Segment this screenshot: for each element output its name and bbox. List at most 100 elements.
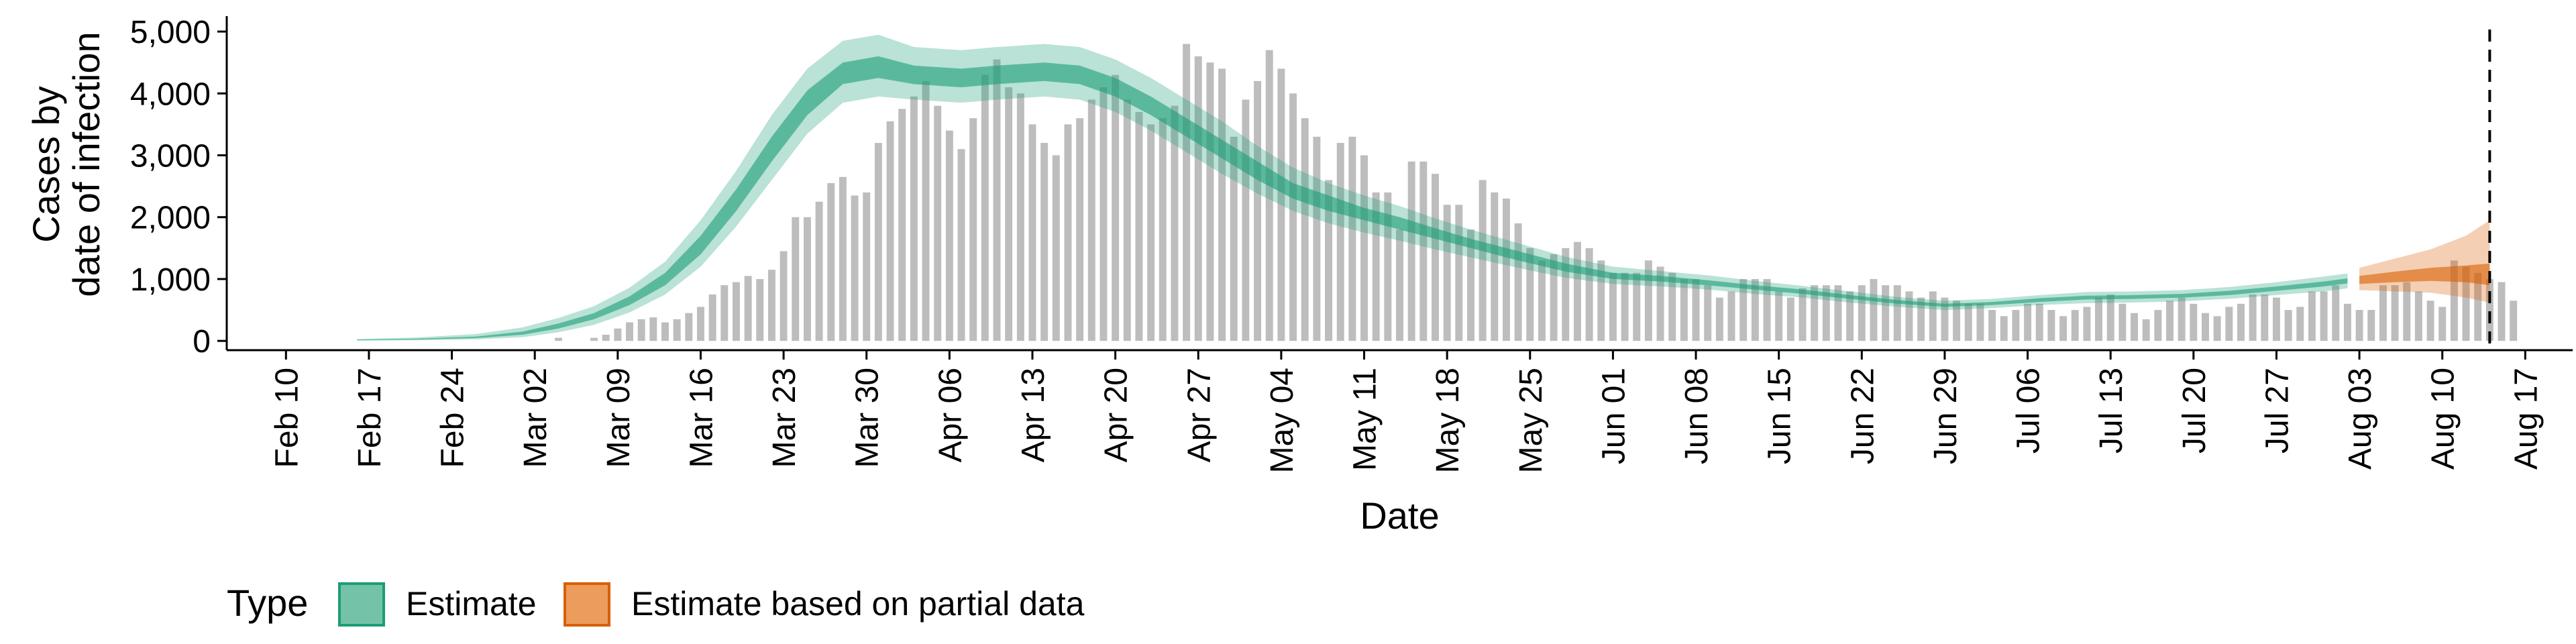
case-bar: [2047, 310, 2055, 341]
case-bar: [2414, 291, 2422, 341]
case-bar: [1751, 278, 1759, 341]
case-bar: [1893, 285, 1901, 341]
x-tick-label: May 18: [1430, 368, 1466, 473]
case-bar: [1727, 291, 1735, 341]
case-bar: [1585, 248, 1593, 341]
case-bar: [2510, 301, 2518, 341]
case-bar: [1988, 310, 1996, 341]
x-tick-label: Apr 20: [1099, 368, 1134, 462]
case-bar: [1953, 301, 1961, 341]
y-tick-label: 4,000: [130, 76, 211, 112]
x-tick-label: Jul 13: [2094, 368, 2129, 453]
case-bar: [1479, 180, 1487, 341]
case-bar: [1656, 266, 1664, 341]
case-bar: [1763, 278, 1771, 341]
case-bar: [1372, 192, 1380, 341]
case-bar: [2426, 301, 2434, 341]
case-bar: [1254, 80, 1262, 341]
case-bar: [555, 337, 563, 341]
x-tick-label: Jul 20: [2177, 368, 2212, 453]
case-bar: [1265, 50, 1273, 341]
x-tick-label: May 25: [1513, 368, 1549, 473]
case-bar: [2012, 310, 2020, 341]
case-bar: [945, 130, 953, 341]
x-tick-label: Apr 27: [1181, 368, 1217, 462]
case-bar: [2485, 278, 2493, 341]
x-tick-label: May 04: [1265, 368, 1300, 473]
case-bar: [1775, 291, 1783, 341]
case-bar: [780, 251, 788, 341]
case-bar: [874, 143, 882, 341]
y-tick-label: 0: [193, 324, 211, 360]
case-bar: [803, 217, 811, 341]
case-bar: [626, 322, 633, 341]
x-tick-label: Apr 13: [1016, 368, 1051, 462]
case-bar: [637, 319, 645, 341]
case-bar: [2202, 313, 2209, 341]
y-axis-title-line2: date of infection: [65, 32, 107, 297]
legend-title: Type: [227, 582, 308, 624]
case-bar: [1159, 118, 1167, 341]
case-bar: [1502, 199, 1510, 341]
x-tick-label: Jun 01: [1596, 368, 1631, 464]
case-bar: [2083, 307, 2091, 341]
case-bar: [2190, 303, 2198, 341]
case-bar: [1076, 118, 1084, 341]
case-bar: [1230, 136, 1238, 341]
partial-50-band: [2359, 263, 2490, 286]
case-bar: [732, 282, 740, 341]
y-tick-label: 2,000: [130, 201, 211, 236]
case-bar: [590, 337, 598, 341]
case-bar: [2308, 291, 2316, 341]
case-bar: [602, 334, 610, 341]
x-axis-title: Date: [1360, 494, 1439, 537]
case-bar: [1325, 180, 1333, 341]
x-tick-label: Aug 10: [2426, 368, 2461, 470]
case-bar: [827, 183, 835, 341]
case-bar: [1514, 223, 1522, 341]
case-bar: [1739, 278, 1748, 341]
axes: 0 1,000 2,000 3,000 4,000 5,000 Feb 10 Feb 17 Fe…: [130, 15, 2573, 473]
case-bar: [886, 121, 894, 341]
case-bar: [2166, 301, 2174, 341]
legend: Type Estimate Estimate based on partial …: [227, 582, 1085, 627]
x-tick-label: Jun 29: [1928, 368, 1964, 464]
case-bar: [2178, 297, 2186, 341]
case-bar: [910, 96, 918, 341]
case-bar: [1633, 272, 1641, 341]
case-bar: [1799, 288, 1807, 341]
estimate-90-band: [357, 34, 2348, 341]
x-tick-label: Mar 16: [684, 368, 720, 468]
legend-key-partial: [564, 582, 610, 627]
legend-label-partial: Estimate based on partial data: [631, 585, 1085, 623]
case-bar: [1882, 285, 1890, 341]
case-bar: [1917, 297, 1925, 341]
case-bar: [1135, 111, 1143, 341]
case-bar: [1668, 272, 1676, 341]
legend-key-estimate: [338, 582, 385, 627]
case-bar: [2498, 282, 2506, 341]
case-bar: [2438, 307, 2447, 341]
case-bar: [2450, 260, 2458, 341]
x-tick-label: Jun 15: [1762, 368, 1798, 464]
case-bar: [1360, 155, 1368, 341]
case-bar: [1715, 297, 1723, 341]
case-bar: [2367, 310, 2375, 341]
case-bar: [2272, 297, 2280, 341]
x-tick-label: Jul 27: [2260, 368, 2296, 453]
case-bar: [649, 317, 657, 341]
case-bar: [2225, 307, 2233, 341]
case-bar: [2355, 310, 2363, 341]
case-bar: [673, 319, 681, 341]
case-bar: [2320, 291, 2328, 341]
case-bar: [1609, 272, 1617, 341]
y-tick-label: 1,000: [130, 262, 211, 298]
case-bar: [1834, 285, 1842, 341]
case-bar: [981, 74, 989, 341]
case-bar: [1526, 248, 1534, 341]
case-bar: [1858, 285, 1866, 341]
case-bar: [1348, 136, 1356, 341]
case-bar: [1194, 56, 1202, 341]
case-bars: [555, 44, 2518, 341]
